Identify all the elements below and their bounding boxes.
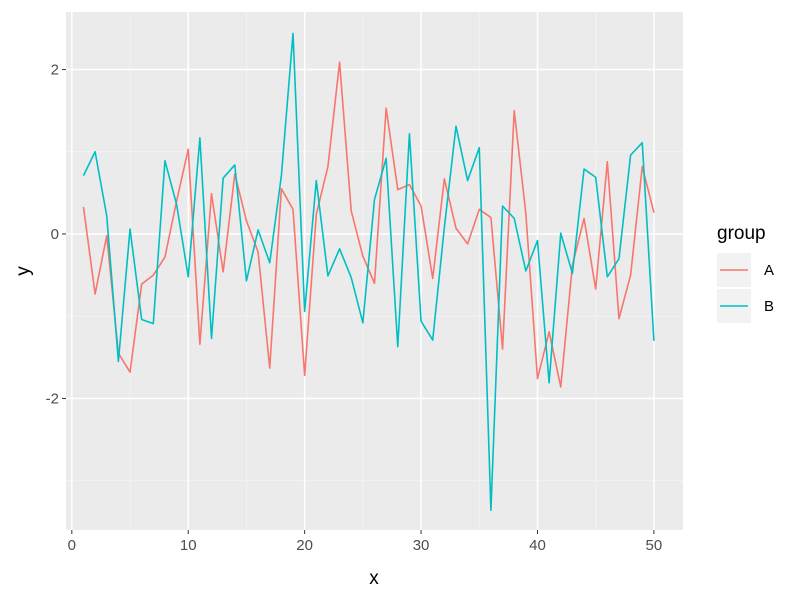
x-tick-label: 50 [646,537,663,554]
major-gridlines [66,12,683,530]
x-axis-title: x [369,568,379,589]
y-tick-label: 0 [51,226,59,243]
x-tick-label: 20 [296,537,313,554]
legend: group A B [717,223,774,323]
minor-gridlines [66,12,683,530]
y-tick-label: 2 [51,62,59,79]
y-axis-title: y [13,266,34,276]
x-tick-label: 10 [180,537,197,554]
series-line-B [82,32,655,512]
plot-panel [66,12,683,530]
series-lines [82,32,655,512]
x-axis: 0 10 20 30 40 50 [68,530,663,554]
legend-label-A: A [764,262,774,279]
legend-label-B: B [764,298,774,315]
legend-title: group [717,223,766,244]
x-tick-label: 30 [413,537,430,554]
series-line-A [82,61,655,388]
x-tick-label: 40 [529,537,546,554]
y-tick-label: -2 [46,390,59,407]
x-tick-label: 0 [68,537,76,554]
y-axis: -2 0 2 [46,62,66,407]
